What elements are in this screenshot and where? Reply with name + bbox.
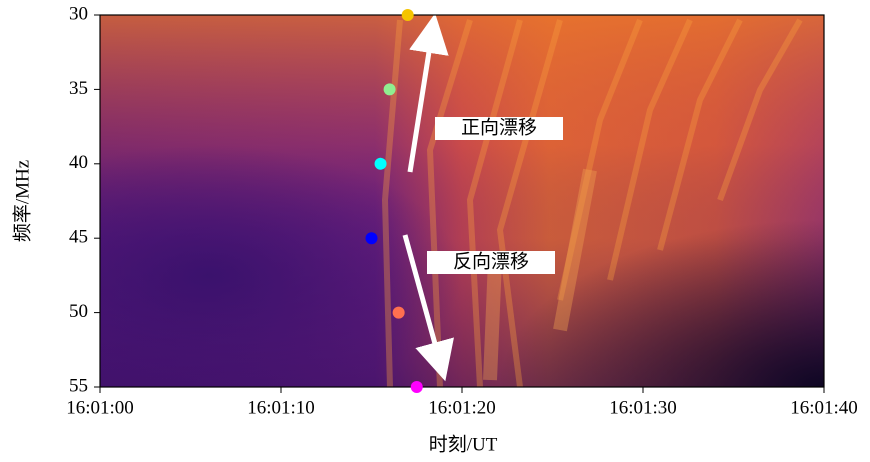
point — [374, 157, 387, 170]
point — [410, 381, 423, 393]
x-tick-label: 16:01:00 — [66, 397, 134, 418]
arrow-down — [402, 234, 454, 382]
point — [392, 306, 405, 319]
y-tick-label: 45 — [69, 227, 88, 248]
x-tick-label: 16:01:20 — [428, 397, 496, 418]
y-tick-label: 50 — [69, 301, 88, 322]
x-tick-label: 16:01:10 — [247, 397, 315, 418]
annotation-box — [435, 117, 563, 140]
x-tick-label: 16:01:40 — [790, 397, 858, 418]
y-tick-label: 40 — [69, 152, 88, 173]
annotation: 正向漂移 — [461, 116, 537, 138]
y-tick-label: 35 — [69, 78, 88, 99]
x-tick-label: 16:01:30 — [609, 397, 677, 418]
point — [383, 83, 396, 96]
y-tick-label: 55 — [69, 375, 88, 396]
annotation-box — [427, 251, 555, 274]
spectrogram — [100, 15, 824, 388]
arrow-up — [407, 13, 449, 173]
point — [401, 9, 414, 21]
annotation: 反向漂移 — [453, 250, 529, 272]
x-axis-label: 时刻/UT — [429, 433, 498, 455]
y-axis-label: 频率/MHz — [11, 160, 33, 242]
y-tick-label: 30 — [69, 3, 88, 24]
drift-arrows — [402, 13, 454, 382]
point — [365, 232, 378, 245]
